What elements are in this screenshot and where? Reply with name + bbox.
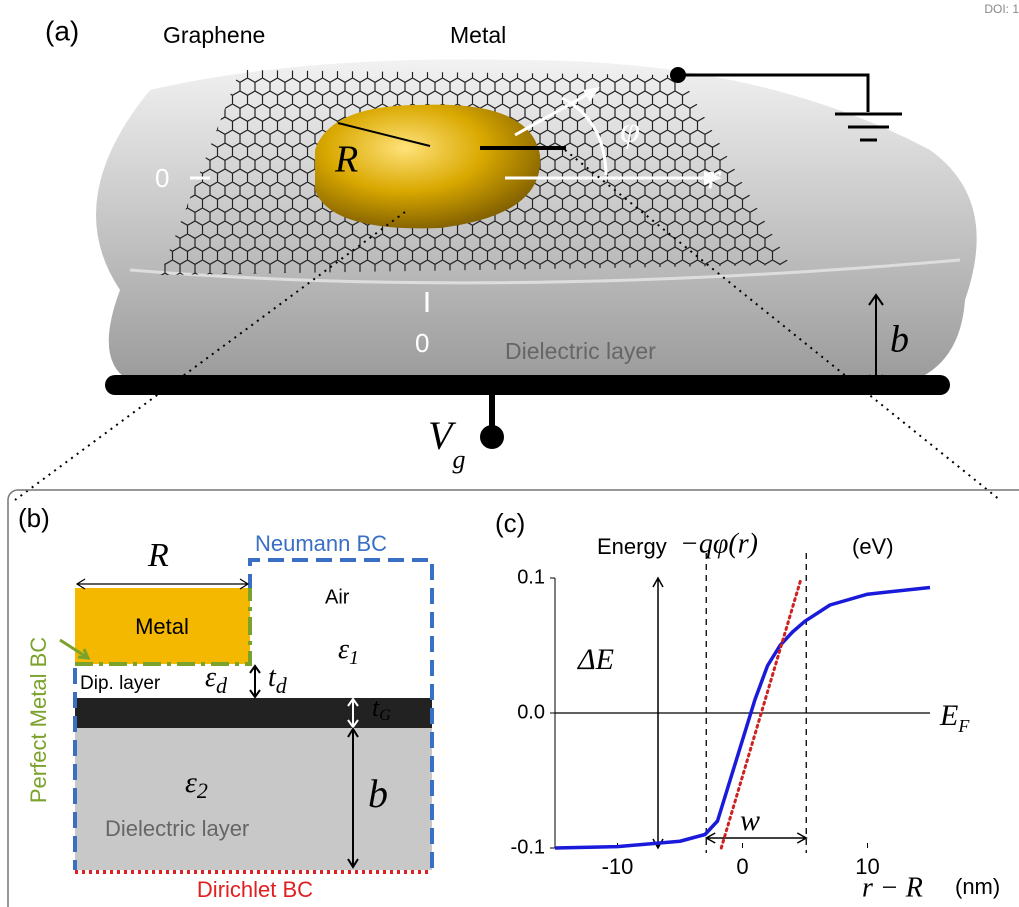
gate-terminal <box>480 425 504 449</box>
ground-contact <box>670 67 686 83</box>
label: tG <box>372 693 391 724</box>
panel-label: (b) <box>18 503 50 533</box>
subscript: G <box>379 707 391 724</box>
panel-label: (c) <box>495 508 525 538</box>
label: b <box>368 771 388 816</box>
subscript: F <box>957 716 970 736</box>
label: td <box>268 662 288 698</box>
label: Vg <box>428 413 465 474</box>
label: b <box>890 319 909 361</box>
annotation: ΔE <box>577 643 614 676</box>
label: 0 <box>415 328 429 358</box>
label: Air <box>325 586 350 608</box>
x-tick-label: -10 <box>602 854 634 879</box>
symbol: ε <box>338 634 349 665</box>
panel-c: (c) Energy −qφ(r) (eV) r − R (nm) ΔE w E… <box>495 508 1000 904</box>
x-axis-unit: (nm) <box>955 874 1000 899</box>
panel-label: (a) <box>45 15 79 46</box>
x-tick-label: 10 <box>855 854 879 879</box>
label: r <box>707 156 722 196</box>
label: Perfect Metal BC <box>26 637 51 803</box>
label: εd <box>205 662 228 698</box>
y-axis-label: −qφ(r) <box>680 528 758 559</box>
panel-b: (b) R Metal Neumann BC Perfect Metal BC … <box>18 503 432 902</box>
y-tick-label: 0.1 <box>517 566 545 588</box>
label: R <box>147 537 169 574</box>
symbol: E <box>939 699 958 732</box>
symbol: ε <box>205 662 216 693</box>
annotation: EF <box>939 699 970 736</box>
label: Dielectric layer <box>105 816 249 841</box>
y-tick-label: 0.0 <box>517 701 545 723</box>
panel-a: (a) Graphene Metal R φ r 0 0 Dielectric … <box>15 15 1000 500</box>
label: Metal <box>135 614 189 639</box>
figure: DOI: 1 (a) Graphene Metal R φ r 0 0 Diel… <box>0 0 1019 907</box>
annotation: w <box>740 804 760 837</box>
doi: DOI: 1 <box>984 2 1019 16</box>
subscript: d <box>276 673 288 698</box>
label: R <box>334 139 358 181</box>
label: Neumann BC <box>255 531 387 556</box>
label: Metal <box>450 22 506 48</box>
label: φ <box>620 109 640 149</box>
label: Dirichlet BC <box>197 877 313 902</box>
subscript: g <box>452 445 465 474</box>
label: Dip. layer <box>80 673 161 694</box>
y-axis-unit: (eV) <box>852 534 894 559</box>
td-arrow <box>250 666 260 697</box>
label: Dielectric layer <box>505 338 656 364</box>
y-tick-label: -0.1 <box>511 836 545 858</box>
page: { "doi": "DOI: 1", "panel_a": {"label": … <box>0 0 1019 907</box>
label: 0 <box>155 163 169 193</box>
chart-title: Energy <box>597 534 667 559</box>
subscript: d <box>216 673 228 698</box>
r-arrow <box>77 579 248 589</box>
subscript: 2 <box>197 778 208 803</box>
x-tick-label: 0 <box>736 854 748 879</box>
symbol: ε <box>185 766 197 799</box>
label: ε1 <box>338 634 359 668</box>
subscript: 1 <box>349 647 359 669</box>
label: Graphene <box>163 22 265 48</box>
